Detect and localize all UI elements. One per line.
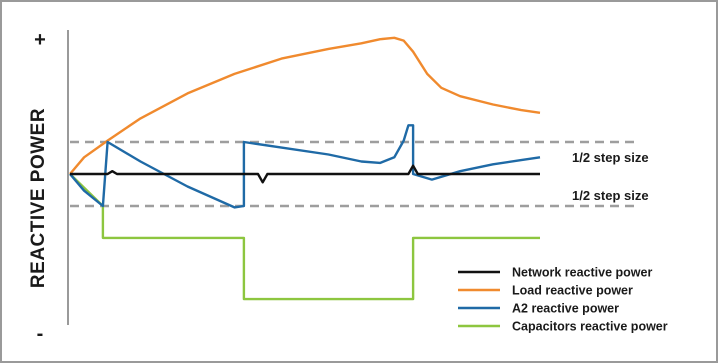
- legend-label-a2: A2 reactive power: [512, 302, 619, 316]
- lower-threshold-label: 1/2 step size: [572, 188, 649, 203]
- series-line-load: [69, 36, 541, 175]
- series-lines: [69, 36, 541, 301]
- y-axis-label: REACTIVE POWER: [28, 108, 49, 288]
- threshold-lines: 1/2 step size 1/2 step size: [70, 140, 649, 208]
- y-axis-plus-sign: +: [34, 29, 46, 51]
- series-line-a2: [69, 124, 541, 209]
- series-line-capacitors: [69, 173, 540, 301]
- upper-threshold-label: 1/2 step size: [572, 150, 649, 165]
- y-axis-minus-sign: -: [37, 323, 44, 345]
- legend-label-capacitors: Capacitors reactive power: [512, 320, 668, 334]
- legend-label-load: Load reactive power: [512, 284, 633, 298]
- series-line-network: [70, 164, 540, 184]
- legend-label-network: Network reactive power: [512, 266, 652, 280]
- legend: Network reactive power Load reactive pow…: [458, 266, 668, 334]
